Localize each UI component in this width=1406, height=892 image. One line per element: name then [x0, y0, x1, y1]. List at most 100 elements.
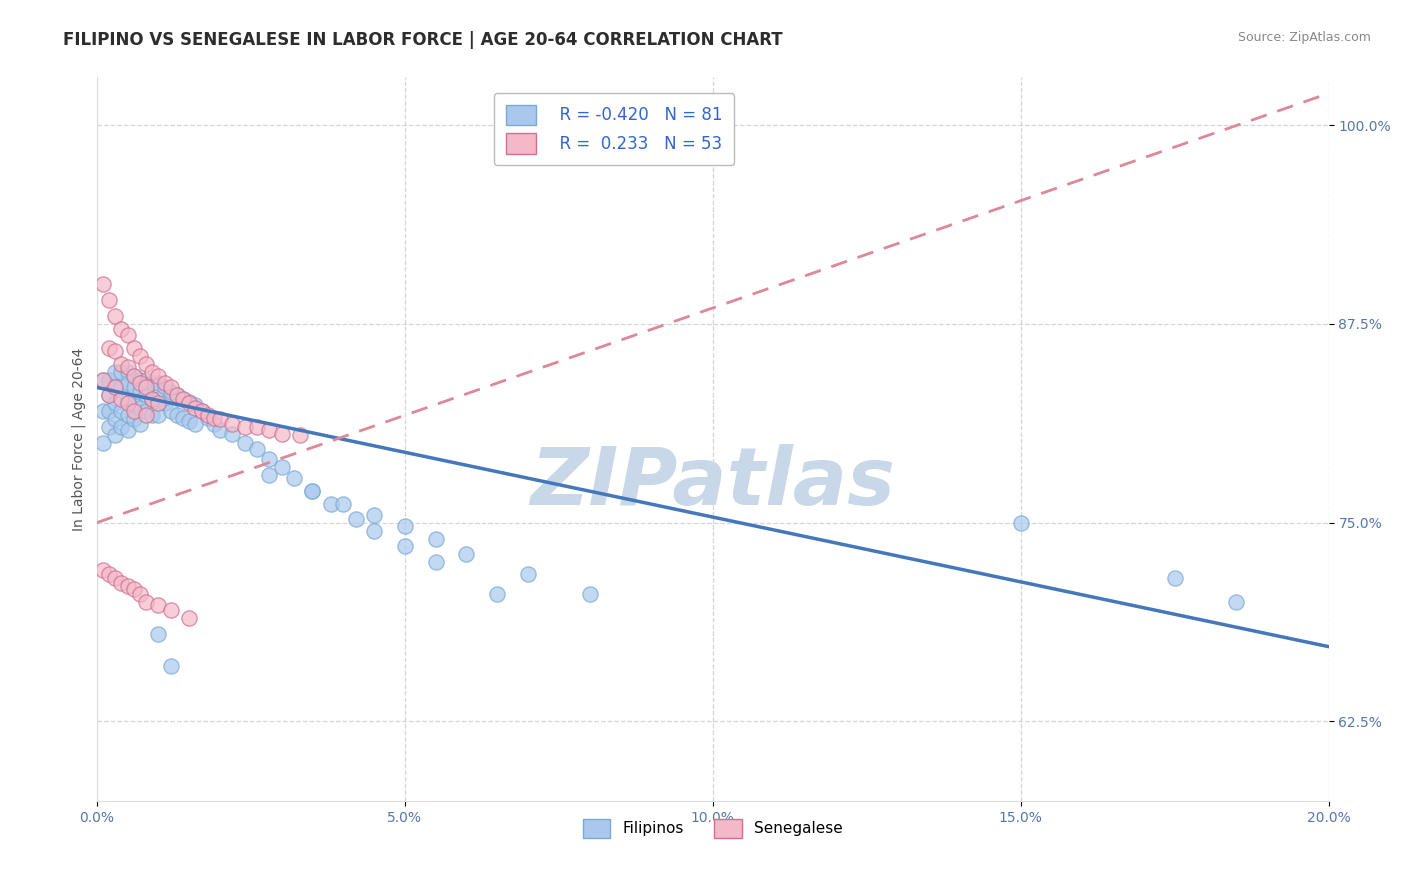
Point [104, 396, 127, 410]
Point [117, 328, 139, 343]
Point [98, 341, 121, 355]
Point [288, 428, 311, 442]
Point [179, 394, 201, 409]
Point [270, 426, 292, 441]
Point [91, 372, 114, 386]
Point [148, 369, 170, 384]
Point [122, 412, 145, 426]
Point [135, 404, 157, 418]
Point [363, 524, 385, 538]
Point [122, 369, 145, 384]
Point [117, 392, 139, 406]
Point [110, 357, 132, 371]
Point [208, 424, 231, 438]
Point [1010, 516, 1032, 530]
Point [486, 587, 509, 601]
Point [259, 424, 281, 438]
Point [184, 417, 207, 431]
Y-axis label: In Labor Force | Age 20-64: In Labor Force | Age 20-64 [72, 348, 86, 531]
Text: FILIPINO VS SENEGALESE IN LABOR FORCE | AGE 20-64 CORRELATION CHART: FILIPINO VS SENEGALESE IN LABOR FORCE | … [63, 31, 783, 49]
Point [172, 392, 194, 406]
Point [122, 396, 145, 410]
Point [159, 603, 181, 617]
Point [233, 420, 256, 434]
Point [135, 408, 157, 422]
Point [104, 380, 127, 394]
Point [246, 442, 269, 457]
Point [110, 576, 132, 591]
Point [153, 376, 176, 390]
Point [141, 408, 163, 422]
Point [110, 380, 132, 394]
Point [110, 365, 132, 379]
Point [172, 392, 194, 406]
Point [122, 341, 145, 355]
Point [202, 410, 225, 425]
Point [456, 548, 478, 562]
Point [135, 388, 157, 402]
Text: ZIPatlas: ZIPatlas [530, 443, 896, 522]
Point [270, 460, 292, 475]
Point [148, 376, 170, 390]
Point [517, 566, 540, 581]
Point [91, 372, 114, 386]
Point [98, 293, 121, 307]
Point [129, 401, 152, 416]
Point [110, 420, 132, 434]
Point [104, 365, 127, 379]
Point [141, 392, 163, 406]
Point [166, 408, 188, 422]
Point [179, 611, 201, 625]
Point [394, 540, 416, 554]
Point [166, 388, 188, 402]
Point [184, 398, 207, 412]
Point [153, 380, 176, 394]
Point [197, 410, 219, 425]
Legend: Filipinos, Senegalese: Filipinos, Senegalese [576, 813, 849, 844]
Point [159, 404, 181, 418]
Point [129, 376, 152, 390]
Point [179, 396, 201, 410]
Point [91, 277, 114, 292]
Point [98, 388, 121, 402]
Point [172, 410, 194, 425]
Point [122, 369, 145, 384]
Point [190, 404, 212, 418]
Point [129, 417, 152, 431]
Point [233, 436, 256, 450]
Point [179, 414, 201, 428]
Point [129, 349, 152, 363]
Point [148, 408, 170, 422]
Point [148, 627, 170, 641]
Point [425, 555, 447, 569]
Point [135, 380, 157, 394]
Point [259, 452, 281, 467]
Point [208, 412, 231, 426]
Point [117, 408, 139, 422]
Point [141, 365, 163, 379]
Point [344, 512, 367, 526]
Point [148, 392, 170, 406]
Text: Source: ZipAtlas.com: Source: ZipAtlas.com [1237, 31, 1371, 45]
Point [122, 404, 145, 418]
Point [159, 385, 181, 400]
Point [110, 392, 132, 406]
Point [98, 566, 121, 581]
Point [159, 380, 181, 394]
Point [98, 372, 121, 386]
Point [221, 417, 243, 431]
Point [153, 396, 176, 410]
Point [110, 404, 132, 418]
Point [104, 428, 127, 442]
Point [122, 582, 145, 597]
Point [425, 532, 447, 546]
Point [197, 408, 219, 422]
Point [129, 372, 152, 386]
Point [159, 658, 181, 673]
Point [117, 365, 139, 379]
Point [122, 380, 145, 394]
Point [129, 587, 152, 601]
Point [246, 420, 269, 434]
Point [117, 376, 139, 390]
Point [259, 467, 281, 482]
